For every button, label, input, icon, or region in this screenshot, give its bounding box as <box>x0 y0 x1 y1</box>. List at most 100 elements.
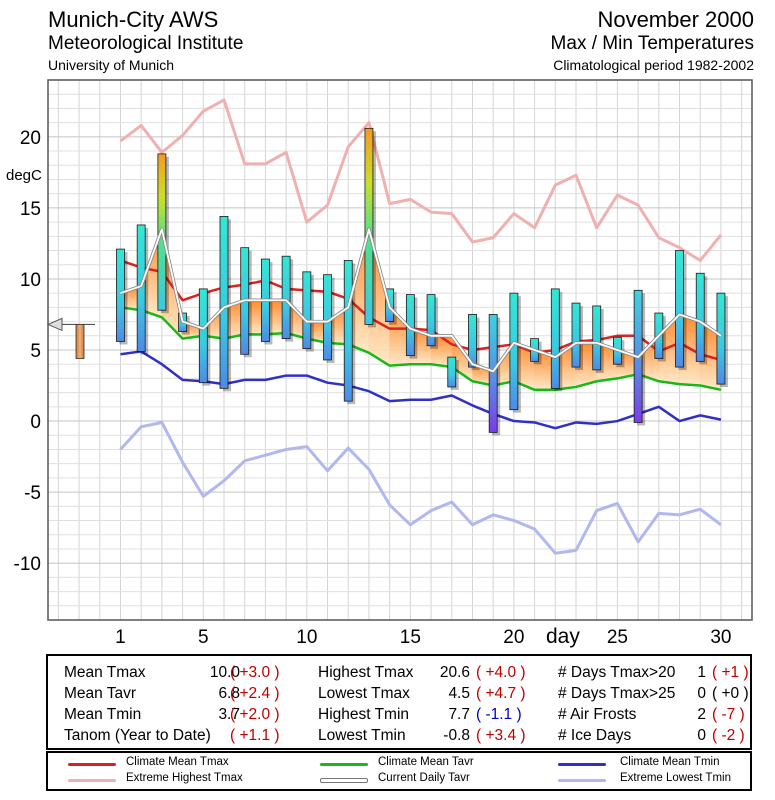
daily-minmax-bar <box>447 356 457 388</box>
warm-fill-segment <box>493 342 514 386</box>
stat-label: Mean Tavr <box>64 685 137 702</box>
y-tick-label: -10 <box>14 554 41 575</box>
stat-value: 4.5 <box>448 685 470 702</box>
stat-label: Lowest Tmin <box>318 727 406 744</box>
stat-value: 7.7 <box>448 706 470 723</box>
daily-minmax-bar <box>571 302 581 368</box>
warm-fill-segment <box>327 307 349 345</box>
legend-swatch-climate-mean-tmax <box>68 763 116 766</box>
stat-anomaly: ( -7 ) <box>712 706 745 723</box>
stat-anomaly: ( +3.4 ) <box>476 727 526 744</box>
x-tick-label: 25 <box>607 627 628 648</box>
warm-fill-segment <box>596 342 618 382</box>
station-title: Munich-City AWS <box>48 7 219 32</box>
stat-label: # Air Frosts <box>558 706 637 723</box>
stat-value: 20.6 <box>439 664 470 681</box>
extreme-highest-tmax-line <box>119 98 723 262</box>
monthly-stats-panel: Mean Tmax Mean Tavr Mean Tmin Tanom (Yea… <box>46 654 752 750</box>
stat-anomaly: ( -2 ) <box>712 727 745 744</box>
stat-value: 6.8 <box>218 685 240 702</box>
legend-swatch-extreme-highest-tmax <box>68 779 116 782</box>
warm-fill-segment <box>182 321 204 339</box>
daily-minmax-bar <box>550 288 560 389</box>
chart-subtitle: Max / Min Temperatures <box>550 33 754 54</box>
x-tick-label: 5 <box>198 627 209 648</box>
stat-anomaly: ( +3.0 ) <box>230 664 280 681</box>
daily-minmax-bar <box>116 248 125 342</box>
daily-minmax-bar <box>426 294 436 347</box>
stat-anomaly: ( +4.0 ) <box>476 664 526 681</box>
stat-label: # Days Tmax>20 <box>558 664 676 681</box>
daily-minmax-bar <box>509 292 519 411</box>
daily-minmax-bar <box>592 305 602 371</box>
stat-value: 2 <box>697 706 706 723</box>
stat-value: 0 <box>697 727 706 744</box>
month-title: November 2000 <box>597 7 754 32</box>
x-tick-label: 1 <box>115 627 126 648</box>
stat-anomaly: ( +1 ) <box>712 664 749 681</box>
warm-fill-segment <box>513 342 535 390</box>
warm-fill-segment <box>286 300 307 339</box>
legend-label: Climate Mean Tmin <box>620 756 720 768</box>
warm-fill-segment <box>389 307 411 366</box>
warm-fill-segment <box>431 335 452 368</box>
daily-minmax-bar <box>343 260 353 402</box>
y-axis-label: degC <box>6 167 42 184</box>
daily-minmax-bar <box>716 292 726 385</box>
university-label: University of Munich <box>48 57 175 73</box>
daily-minmax-bar <box>468 314 477 368</box>
daily-minmax-bar <box>323 274 332 361</box>
legend-swatch-climate-mean-tavr <box>320 763 368 766</box>
stat-value: 1 <box>697 664 706 681</box>
daily-minmax-bar <box>488 314 498 433</box>
current-daily-tavr-line <box>119 227 722 374</box>
warm-fill-segment <box>141 229 162 318</box>
warm-fill-segment <box>244 300 266 335</box>
stat-label: Highest Tmax <box>318 664 414 681</box>
y-tick-label: 15 <box>20 199 41 220</box>
x-tick-label: 10 <box>296 627 317 648</box>
warm-fill-segment <box>534 350 556 390</box>
legend-label: Climate Mean Tmax <box>126 756 229 768</box>
chart-legend: Climate Mean Tmax Extreme Highest Tmax C… <box>46 751 752 791</box>
stat-anomaly: ( +2.4 ) <box>230 685 280 702</box>
year-anomaly-indicator <box>46 317 95 359</box>
warm-fill-segment <box>368 229 390 366</box>
stat-anomaly: ( +1.1 ) <box>230 727 280 744</box>
stat-anomaly: ( -1.1 ) <box>476 706 522 723</box>
x-tick-label: 15 <box>400 627 421 648</box>
y-tick-label: 5 <box>30 341 41 362</box>
warm-fill-segment <box>348 229 369 353</box>
warm-fill-segment <box>306 321 328 343</box>
warm-fill-segment <box>265 300 287 335</box>
stat-anomaly: ( +0 ) <box>712 685 749 702</box>
stat-value: 3.7 <box>218 706 240 723</box>
y-tick-label: 10 <box>20 270 41 291</box>
warm-fill-segment <box>224 300 245 339</box>
stat-label: Lowest Tmax <box>318 685 410 702</box>
warm-fill-segment <box>410 328 432 365</box>
y-tick-label: 20 <box>20 128 41 149</box>
x-tick-label: 30 <box>710 627 731 648</box>
stat-label: Tanom (Year to Date) <box>64 727 211 744</box>
legend-swatch-extreme-lowest-tmin <box>558 779 606 782</box>
anomaly-bar <box>75 324 85 359</box>
legend-label: Extreme Lowest Tmin <box>620 772 731 784</box>
daily-minmax-bar <box>281 255 291 340</box>
stat-label: Highest Tmin <box>318 706 410 723</box>
current-tavr-line <box>120 228 722 373</box>
climatology-label: Climatological period 1982-2002 <box>553 57 754 73</box>
legend-swatch-climate-mean-tmin <box>558 763 606 766</box>
stat-anomaly: ( +4.7 ) <box>476 685 526 702</box>
y-tick-label: 0 <box>30 412 41 433</box>
y-tick-label: -5 <box>24 483 41 504</box>
warm-fill-segment <box>576 342 597 387</box>
daily-minmax-bar <box>675 250 684 368</box>
anomaly-arrow-icon <box>46 317 63 332</box>
daily-minmax-bar <box>198 288 208 384</box>
stat-value: -0.8 <box>443 727 470 744</box>
x-axis-ticks: 1 5 10 15 20 25 30 <box>115 627 731 648</box>
stat-label: # Days Tmax>25 <box>558 685 676 702</box>
x-axis-label: day <box>546 625 580 648</box>
